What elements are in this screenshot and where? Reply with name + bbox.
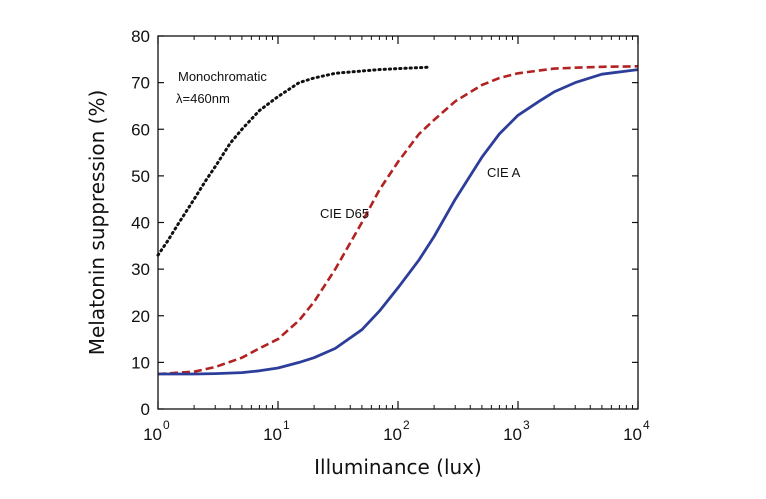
y-tick-label: 40 [131,214,150,233]
y-tick-label: 70 [131,74,150,93]
annotation-wavelength: λ=460nm [176,91,230,106]
x-axis-title: Illuminance (lux) [314,455,482,479]
annotations: Monochromatic λ=460nm CIE D65 CIE A [176,69,521,221]
x-tick-base: 10 [383,425,402,444]
x-tick-label: 10 3 [503,418,530,444]
x-tick-exponent: 3 [523,418,530,432]
y-tick-label: 0 [141,400,150,419]
x-tick-base: 10 [143,425,162,444]
y-tick-label: 30 [131,260,150,279]
x-tick-exponent: 2 [403,418,410,432]
x-tick-label: 10 0 [143,418,170,444]
curves [156,65,639,376]
x-tick-base: 10 [503,425,522,444]
y-tick-label: 80 [131,27,150,46]
y-tick-label: 50 [131,167,150,186]
series-line-monochromatic [156,65,431,257]
x-tick-exponent: 4 [643,418,650,432]
y-tick-label: 20 [131,307,150,326]
x-tick-label: 10 1 [263,418,290,444]
x-tick-base: 10 [623,425,642,444]
plot-frame [157,35,639,410]
annotation-cie-a: CIE A [487,165,521,180]
series-line-cie-a [158,68,639,376]
annotation-cie-d65: CIE D65 [320,206,369,221]
x-tick-exponent: 1 [283,418,290,432]
series-line-cie-d65 [157,65,639,376]
x-tick-base: 10 [263,425,282,444]
x-tick-label: 10 2 [383,418,410,444]
x-tick-label: 10 4 [623,418,650,444]
y-axis-title: Melatonin suppression (%) [85,90,109,356]
y-tick-label: 10 [131,353,150,372]
y-tick-label: 60 [131,120,150,139]
x-tick-exponent: 0 [163,418,170,432]
annotation-monochromatic: Monochromatic [178,69,267,84]
